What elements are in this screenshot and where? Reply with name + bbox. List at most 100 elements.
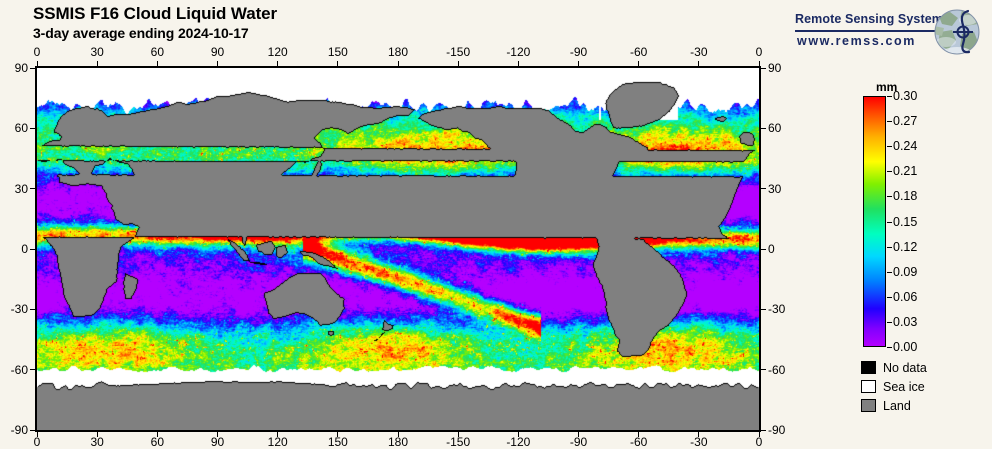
lat-tick-label: 0 [768, 242, 775, 256]
lat-tick-label: -90 [10, 423, 28, 437]
colorbar[interactable] [863, 96, 886, 347]
colorbar-tick-label: 0.00 [893, 340, 918, 354]
lon-tick-mark [578, 61, 579, 66]
legend-label: No data [883, 360, 927, 375]
lon-tick-label: -120 [506, 435, 531, 449]
lon-tick-mark [36, 61, 38, 66]
lon-tick-label: 0 [33, 45, 41, 59]
lon-tick-label: -90 [569, 435, 588, 449]
colorbar-tick [887, 321, 892, 323]
colorbar-tick-label: 0.18 [893, 189, 918, 204]
colorbar-tick [887, 121, 892, 123]
page-subtitle: 3-day average ending 2024-10-17 [33, 25, 249, 41]
lon-tick-mark [758, 61, 760, 66]
colorbar-tick [887, 296, 892, 298]
lon-tick-label: 120 [267, 435, 288, 449]
lon-tick-mark [638, 61, 640, 66]
legend-label: Land [883, 398, 911, 413]
lon-tick-mark [698, 432, 700, 437]
colorbar-tick [887, 271, 892, 273]
lon-tick-label: 180 [387, 435, 409, 449]
legend-label: Sea ice [883, 379, 925, 394]
lat-tick-mark [30, 127, 35, 129]
lat-tick-label: 90 [768, 61, 782, 75]
lon-tick-label: -90 [569, 45, 588, 59]
lon-tick-label: 150 [327, 45, 348, 59]
lon-tick-mark [217, 61, 218, 66]
lat-tick-label: 90 [14, 61, 28, 75]
lat-tick-mark [30, 248, 35, 250]
colorbar-tick-label: 0.15 [893, 214, 918, 229]
lon-tick-mark [457, 61, 459, 66]
colorbar-tick-label: 0.03 [893, 314, 918, 329]
lat-tick-mark [30, 67, 35, 69]
lon-tick-mark [517, 432, 519, 437]
lon-tick-label: -120 [506, 45, 531, 59]
lat-tick-label: -60 [10, 362, 28, 377]
colorbar-tick [887, 221, 892, 223]
colorbar-tick [887, 246, 892, 248]
lon-tick-label: -60 [629, 45, 648, 59]
colorbar-tick-label: 0.09 [893, 264, 918, 279]
lat-tick-label: -30 [768, 302, 786, 317]
legend-item: No data [861, 358, 927, 377]
lon-tick-label: 0 [755, 45, 763, 59]
map-plot-area[interactable] [35, 66, 761, 432]
colorbar-tick [887, 96, 892, 97]
lon-tick-label: 60 [150, 45, 165, 59]
lon-tick-label: -60 [629, 435, 648, 449]
lat-tick-mark [30, 429, 35, 431]
lon-tick-mark [397, 432, 399, 437]
lon-tick-mark [337, 432, 339, 437]
lat-tick-mark [30, 188, 35, 190]
lon-tick-label: 0 [33, 435, 41, 449]
colorbar-tick [887, 171, 892, 173]
lon-tick-label: -150 [446, 435, 471, 449]
logo-divider [795, 30, 942, 32]
lon-tick-mark [758, 432, 760, 437]
legend-swatch [861, 361, 876, 374]
lat-tick-mark [761, 248, 766, 250]
colorbar-gradient [864, 97, 885, 346]
lon-tick-mark [277, 61, 279, 66]
lat-tick-mark [761, 429, 766, 431]
colorbar-tick-label: 0.12 [893, 239, 918, 254]
colorbar-tick [887, 196, 892, 198]
colorbar-tick-label: 0.27 [893, 114, 918, 129]
colorbar-tick-label: 0.30 [893, 89, 918, 103]
lon-tick-label: 150 [327, 435, 348, 449]
lon-tick-label: 0 [755, 435, 763, 449]
colorbar-unit-label: mm [876, 80, 898, 94]
colorbar-tick-label: 0.21 [893, 164, 918, 179]
lon-tick-label: -150 [446, 45, 471, 59]
lat-tick-mark [761, 308, 766, 310]
lon-tick-label: 120 [267, 45, 288, 59]
colorbar-tick-label: 0.06 [893, 289, 918, 304]
lon-tick-mark [36, 432, 38, 437]
lat-tick-label: -60 [768, 362, 786, 377]
lat-tick-label: 60 [14, 121, 28, 136]
lat-tick-label: 60 [768, 121, 782, 136]
lat-tick-label: 30 [14, 181, 28, 196]
lon-tick-mark [698, 61, 700, 66]
lat-tick-mark [761, 188, 766, 190]
colorbar-tick [887, 146, 892, 148]
legend-item: Sea ice [861, 377, 927, 396]
legend-swatch [861, 399, 876, 412]
lon-tick-mark [96, 61, 98, 66]
map-legend: No data Sea ice Land [861, 358, 927, 415]
lon-tick-mark [517, 61, 519, 66]
logo-website-url: www.remss.com [797, 34, 916, 48]
lat-tick-mark [761, 369, 766, 371]
page-title: SSMIS F16 Cloud Liquid Water [33, 4, 278, 23]
lon-tick-label: 90 [210, 45, 225, 59]
cloud-liquid-water-map[interactable] [37, 68, 759, 430]
lon-tick-mark [96, 432, 98, 437]
lat-tick-label: 0 [21, 242, 28, 256]
lat-tick-label: 30 [768, 181, 782, 196]
title-block: SSMIS F16 Cloud Liquid Water 3-day avera… [33, 4, 277, 42]
colorbar-tick [887, 347, 892, 348]
lat-tick-mark [761, 67, 766, 69]
remss-logo[interactable]: Remote Sensing Systems www.remss.com [795, 8, 985, 56]
legend-swatch [861, 380, 876, 393]
